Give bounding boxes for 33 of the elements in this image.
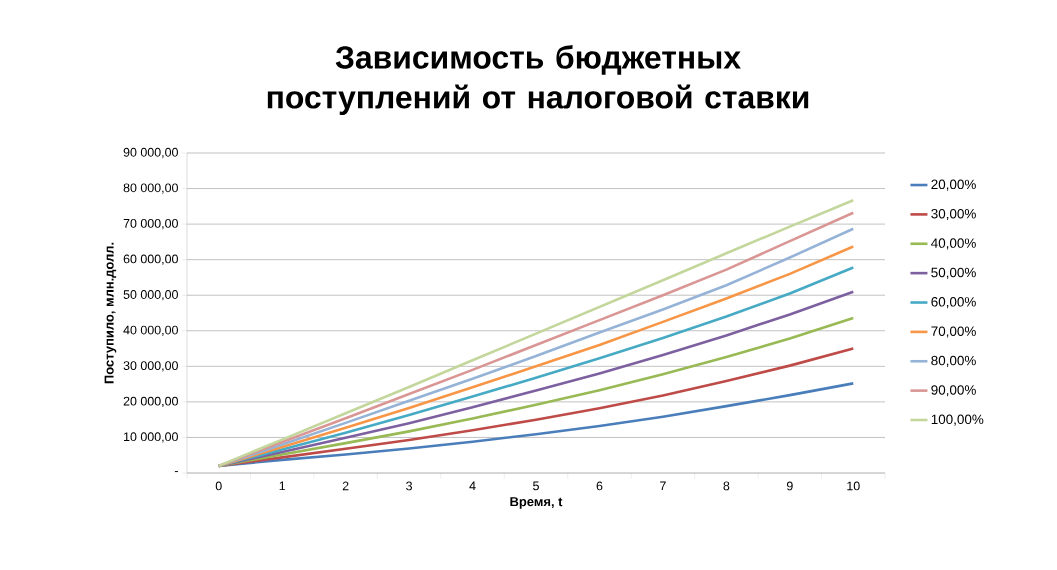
y-tick-label: 90 000,00 (123, 147, 178, 159)
x-tick-label: 2 (342, 481, 349, 491)
y-tick-label: 30 000,00 (123, 361, 178, 372)
x-axis-title: Время, t (510, 497, 563, 509)
x-tick-label: 3 (406, 481, 413, 491)
x-tick-label: 4 (469, 481, 476, 491)
legend-label: 30,00% (931, 208, 976, 221)
x-tick-label: 9 (786, 481, 793, 491)
y-tick-label: 60 000,00 (123, 254, 178, 265)
legend-label: 20,00% (931, 179, 976, 191)
x-tick-label: 5 (533, 481, 539, 491)
x-tick-label: 8 (723, 481, 730, 491)
chart-title: Зависимость бюджетных поступлений от налоговой ставки (267, 45, 809, 115)
y-tick-label: 20 000,00 (123, 396, 178, 408)
y-tick-label: 10 000,00 (124, 432, 178, 443)
y-axis-title: Поступило, млн.долл. (104, 242, 117, 384)
legend-label: 40,00% (931, 238, 976, 250)
y-tick-label: 70 000,00 (123, 218, 178, 230)
legend-label: 50,00% (931, 267, 976, 279)
legend-label: 100,00% (931, 414, 984, 426)
y-tick-label: 50 000,00 (123, 290, 178, 301)
y-tick-label: 80 000,00 (123, 183, 178, 194)
legend-label: 60,00% (931, 297, 976, 309)
y-tick-label: - (174, 471, 178, 473)
x-tick-label: 6 (596, 481, 603, 491)
x-tick-label: 7 (660, 481, 666, 491)
x-tick-label: 1 (279, 481, 286, 491)
x-tick-label: 10 (847, 481, 860, 491)
legend-label: 80,00% (931, 355, 976, 367)
legend-label: 90,00% (931, 385, 976, 397)
y-tick-label: 40 000,00 (123, 325, 178, 336)
x-tick-label: 0 (215, 481, 222, 491)
legend-label: 70,00% (931, 326, 976, 338)
